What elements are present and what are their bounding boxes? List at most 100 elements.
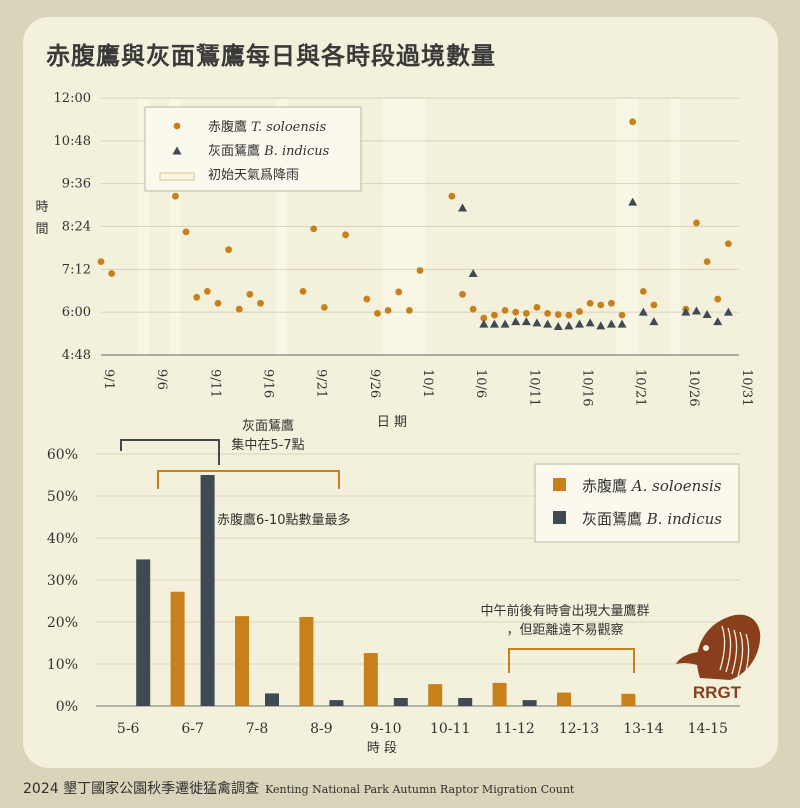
sparrowhawk-point bbox=[363, 295, 371, 303]
sparrowhawk-point bbox=[501, 306, 509, 314]
buzzard-point bbox=[543, 319, 553, 328]
x-tick-label: 9/6 bbox=[154, 369, 169, 390]
y-tick-label: 8:24 bbox=[62, 220, 91, 235]
sparrowhawk-bar bbox=[428, 684, 443, 706]
sparrowhawk-point bbox=[448, 192, 456, 200]
legend-label-buzzard: 灰面鵟鷹 B. indicus bbox=[208, 143, 330, 159]
footer-en: Kenting National Park Autumn Raptor Migr… bbox=[265, 783, 575, 796]
eagle-head-icon bbox=[696, 614, 761, 680]
buzzard-point bbox=[681, 307, 691, 316]
y-axis-label: 時 bbox=[35, 200, 48, 215]
legend-swatch-sparrowhawk bbox=[553, 478, 566, 491]
feather-stroke bbox=[737, 631, 744, 677]
sparrowhawk-point bbox=[320, 304, 328, 311]
sparrowhawk-point bbox=[554, 311, 562, 318]
x-tick-label: 9/16 bbox=[261, 369, 276, 398]
bar-y-tick-label: 30% bbox=[47, 573, 78, 589]
buzzard-point bbox=[511, 317, 521, 326]
buzzard-point bbox=[617, 319, 627, 328]
buzzard-point bbox=[649, 317, 659, 326]
sparrowhawk-point bbox=[491, 311, 498, 319]
buzzard-point bbox=[458, 203, 468, 212]
legend-swatch-buzzard bbox=[553, 511, 566, 524]
buzzard-point bbox=[606, 319, 616, 328]
bar-x-tick-label: 8-9 bbox=[310, 721, 333, 737]
sparrowhawk-point bbox=[469, 305, 477, 313]
buzzard-bar bbox=[393, 698, 408, 706]
x-tick-label: 9/1 bbox=[101, 369, 116, 390]
footer: 2024 墾丁國家公園秋季遷徙猛禽調查 Kenting National Park… bbox=[23, 778, 783, 798]
buzzard-bar bbox=[200, 475, 215, 706]
eagle-beak-icon bbox=[676, 652, 702, 666]
sparrowhawk-point bbox=[395, 288, 403, 296]
bar-x-tick-label: 13-14 bbox=[623, 721, 663, 737]
buzzard-point bbox=[638, 307, 648, 316]
annotation-text: 赤腹鷹6-10點數量最多 bbox=[217, 512, 351, 528]
x-tick-label: 10/11 bbox=[526, 369, 541, 406]
x-tick-label: 10/1 bbox=[420, 369, 435, 398]
x-tick-label: 9/11 bbox=[207, 369, 222, 398]
y-tick-label: 10:48 bbox=[54, 134, 91, 149]
sparrowhawk-point bbox=[586, 299, 594, 307]
annotation-text: 灰面鵟鷹 bbox=[242, 418, 294, 434]
footer-zh: 2024 墾丁國家公園秋季遷徙猛禽調查 bbox=[23, 781, 260, 797]
sparrowhawk-point bbox=[97, 258, 105, 265]
sparrowhawk-point bbox=[416, 267, 424, 274]
buzzard-bar bbox=[265, 693, 279, 706]
x-tick-label: 10/21 bbox=[633, 369, 648, 406]
x-tick-label: 9/21 bbox=[314, 369, 329, 398]
bar-x-tick-label: 10-11 bbox=[430, 721, 470, 737]
bar-x-tick-label: 11-12 bbox=[494, 721, 534, 737]
sparrowhawk-point bbox=[225, 246, 233, 254]
sparrowhawk-point bbox=[374, 309, 381, 317]
feather-stroke bbox=[743, 633, 750, 679]
sparrowhawk-point bbox=[512, 308, 520, 316]
x-tick-label: 10/6 bbox=[473, 369, 488, 398]
annotation-bracket-orange bbox=[157, 470, 340, 489]
legend-label-sparrowhawk: 赤腹鷹 T. soloensis bbox=[208, 119, 327, 135]
sparrowhawk-point bbox=[459, 290, 466, 298]
y-axis-label: 間 bbox=[35, 222, 48, 237]
sparrowhawk-point bbox=[714, 295, 722, 303]
annotation-bracket-grey bbox=[120, 439, 220, 465]
buzzard-point bbox=[575, 319, 584, 328]
sparrowhawk-point bbox=[246, 290, 254, 298]
sparrowhawk-bar bbox=[492, 682, 507, 706]
sparrowhawk-point bbox=[533, 304, 541, 311]
bar-x-tick-label: 9-10 bbox=[370, 721, 401, 737]
sparrowhawk-point bbox=[203, 287, 211, 295]
sparrowhawk-point bbox=[108, 270, 116, 277]
legend-label-rain: 初始天氣爲降雨 bbox=[208, 168, 299, 183]
sparrowhawk-point bbox=[703, 258, 711, 265]
buzzard-point bbox=[521, 317, 531, 326]
legend-circle-marker bbox=[173, 122, 181, 130]
bar-legend-label-sparrowhawk: 赤腹鷹 A. soloensis bbox=[582, 477, 722, 495]
buzzard-point bbox=[628, 197, 638, 206]
sparrowhawk-point bbox=[597, 301, 605, 309]
buzzard-bar bbox=[329, 700, 344, 706]
bar-x-tick-label: 5-6 bbox=[117, 721, 140, 737]
sparrowhawk-point bbox=[480, 314, 488, 322]
buzzard-point bbox=[691, 306, 701, 315]
x-axis-label: 日 期 bbox=[377, 415, 407, 430]
legend-triangle-marker bbox=[172, 146, 182, 155]
buzzard-bar bbox=[458, 698, 473, 706]
sparrowhawk-point bbox=[522, 309, 530, 317]
sparrowhawk-point bbox=[384, 306, 392, 314]
bar-y-tick-label: 60% bbox=[47, 447, 78, 463]
bar-x-tick-label: 6-7 bbox=[181, 721, 204, 737]
bar-x-tick-label: 14-15 bbox=[688, 721, 728, 737]
bar-x-axis-label: 時 段 bbox=[367, 741, 397, 756]
buzzard-point bbox=[479, 319, 489, 328]
bar-legend-box bbox=[534, 463, 740, 543]
logo-text: RRGT bbox=[693, 683, 742, 702]
bar-x-tick-label: 7-8 bbox=[246, 721, 269, 737]
bar-y-tick-label: 40% bbox=[47, 531, 78, 547]
y-tick-label: 4:48 bbox=[62, 348, 91, 363]
sparrowhawk-point bbox=[214, 299, 222, 307]
sparrowhawk-point bbox=[618, 311, 626, 319]
sparrowhawk-point bbox=[650, 301, 658, 309]
x-tick-label: 10/31 bbox=[739, 369, 754, 406]
buzzard-point bbox=[723, 307, 733, 316]
